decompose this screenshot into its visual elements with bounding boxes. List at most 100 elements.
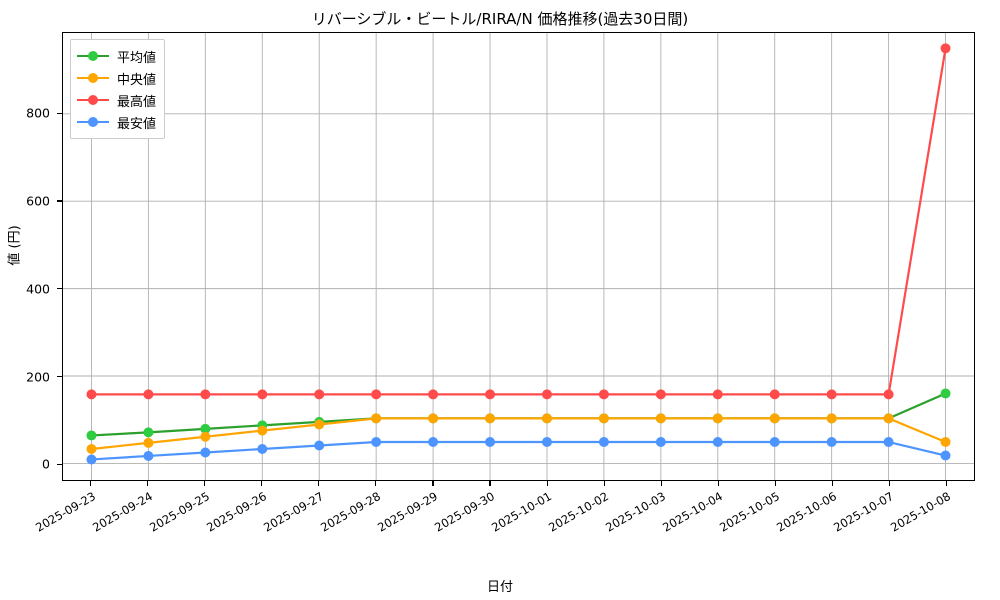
y-tick-mark [57, 200, 62, 202]
x-tick-mark [945, 481, 948, 486]
chart-legend: 平均値中央値最高値最安値 [70, 39, 166, 139]
data-point [769, 389, 780, 400]
data-point [655, 389, 666, 400]
series-2 [86, 43, 951, 400]
y-tick-mark [57, 376, 62, 378]
legend-label: 平均値 [117, 50, 157, 66]
data-point [200, 447, 211, 458]
data-point [940, 388, 951, 399]
legend-item-3[interactable]: 最安値 [77, 111, 156, 133]
series-3 [86, 437, 951, 465]
data-point [428, 413, 439, 424]
chart-title: リバーシブル・ビートル/RIRA/N 価格推移(過去30日間) [311, 10, 689, 28]
y-tick-label: 800 [26, 105, 50, 121]
data-point [485, 413, 496, 424]
data-point [371, 389, 382, 400]
x-tick-mark [204, 481, 206, 486]
legend-marker-icon [77, 115, 109, 129]
data-point [200, 431, 211, 442]
x-tick-mark [546, 481, 548, 486]
legend-marker-icon [77, 49, 109, 63]
data-point [541, 413, 552, 424]
data-point [883, 437, 894, 447]
data-point [428, 389, 439, 400]
x-axis-label: 日付 [486, 580, 513, 595]
x-tick-mark [774, 481, 776, 486]
x-tick-mark [603, 481, 605, 486]
data-point [86, 454, 97, 465]
data-point [712, 413, 723, 424]
data-point [712, 437, 723, 447]
data-point [541, 437, 552, 447]
data-point [598, 389, 609, 400]
x-tick-mark [90, 481, 92, 486]
x-tick-mark [831, 481, 833, 486]
data-point [883, 389, 894, 400]
data-point [826, 437, 837, 447]
data-point [314, 419, 325, 430]
x-tick-mark [432, 481, 434, 486]
data-point [598, 413, 609, 424]
data-point [940, 437, 951, 447]
data-point [655, 413, 666, 424]
data-point [257, 443, 268, 454]
data-point [940, 450, 951, 461]
data-point [143, 437, 154, 448]
x-tick-mark [489, 481, 491, 486]
y-tick-label: 400 [26, 281, 50, 297]
data-point [769, 413, 780, 424]
legend-label: 最高値 [117, 94, 157, 110]
legend-item-1[interactable]: 中央値 [77, 67, 156, 89]
data-point [143, 389, 154, 400]
data-point [655, 437, 666, 447]
data-point [314, 440, 325, 451]
data-point [143, 450, 154, 461]
data-point [86, 430, 97, 441]
grid-lines [63, 33, 974, 480]
legend-item-0[interactable]: 平均値 [77, 45, 156, 67]
y-tick-label: 0 [42, 456, 50, 472]
data-point [598, 437, 609, 447]
x-tick-mark [261, 481, 263, 486]
y-tick-label: 200 [26, 369, 50, 385]
data-point [371, 437, 382, 447]
legend-marker-icon [77, 71, 109, 85]
x-tick-mark [375, 481, 377, 486]
plot-area [62, 32, 975, 481]
legend-item-2[interactable]: 最高値 [77, 89, 156, 111]
data-point [200, 389, 211, 400]
data-point [257, 389, 268, 400]
data-point [883, 413, 894, 424]
x-tick-mark [888, 481, 890, 486]
y-tick-label: 600 [26, 193, 50, 209]
data-point [257, 425, 268, 436]
data-point [485, 437, 496, 447]
data-point [826, 389, 837, 400]
data-point [541, 389, 552, 400]
series-1 [86, 413, 951, 454]
data-point [712, 389, 723, 400]
x-tick-mark [717, 481, 719, 486]
data-point [86, 443, 97, 454]
y-axis-label: 値 (円) [7, 225, 23, 266]
x-tick-mark [318, 481, 320, 486]
legend-label: 中央値 [117, 72, 157, 88]
data-point [826, 413, 837, 424]
data-point [314, 389, 325, 400]
y-tick-mark [57, 112, 62, 114]
legend-label: 最安値 [117, 116, 157, 132]
data-point [485, 389, 496, 400]
data-point [769, 437, 780, 447]
data-series-layer [86, 43, 951, 465]
data-point [143, 427, 154, 438]
series-0 [86, 388, 951, 441]
legend-marker-icon [77, 93, 109, 107]
y-tick-mark [57, 463, 62, 465]
data-point [86, 389, 97, 400]
data-point [200, 423, 211, 434]
x-tick-mark [660, 481, 662, 486]
x-tick-mark [147, 481, 149, 486]
data-point [371, 413, 382, 424]
